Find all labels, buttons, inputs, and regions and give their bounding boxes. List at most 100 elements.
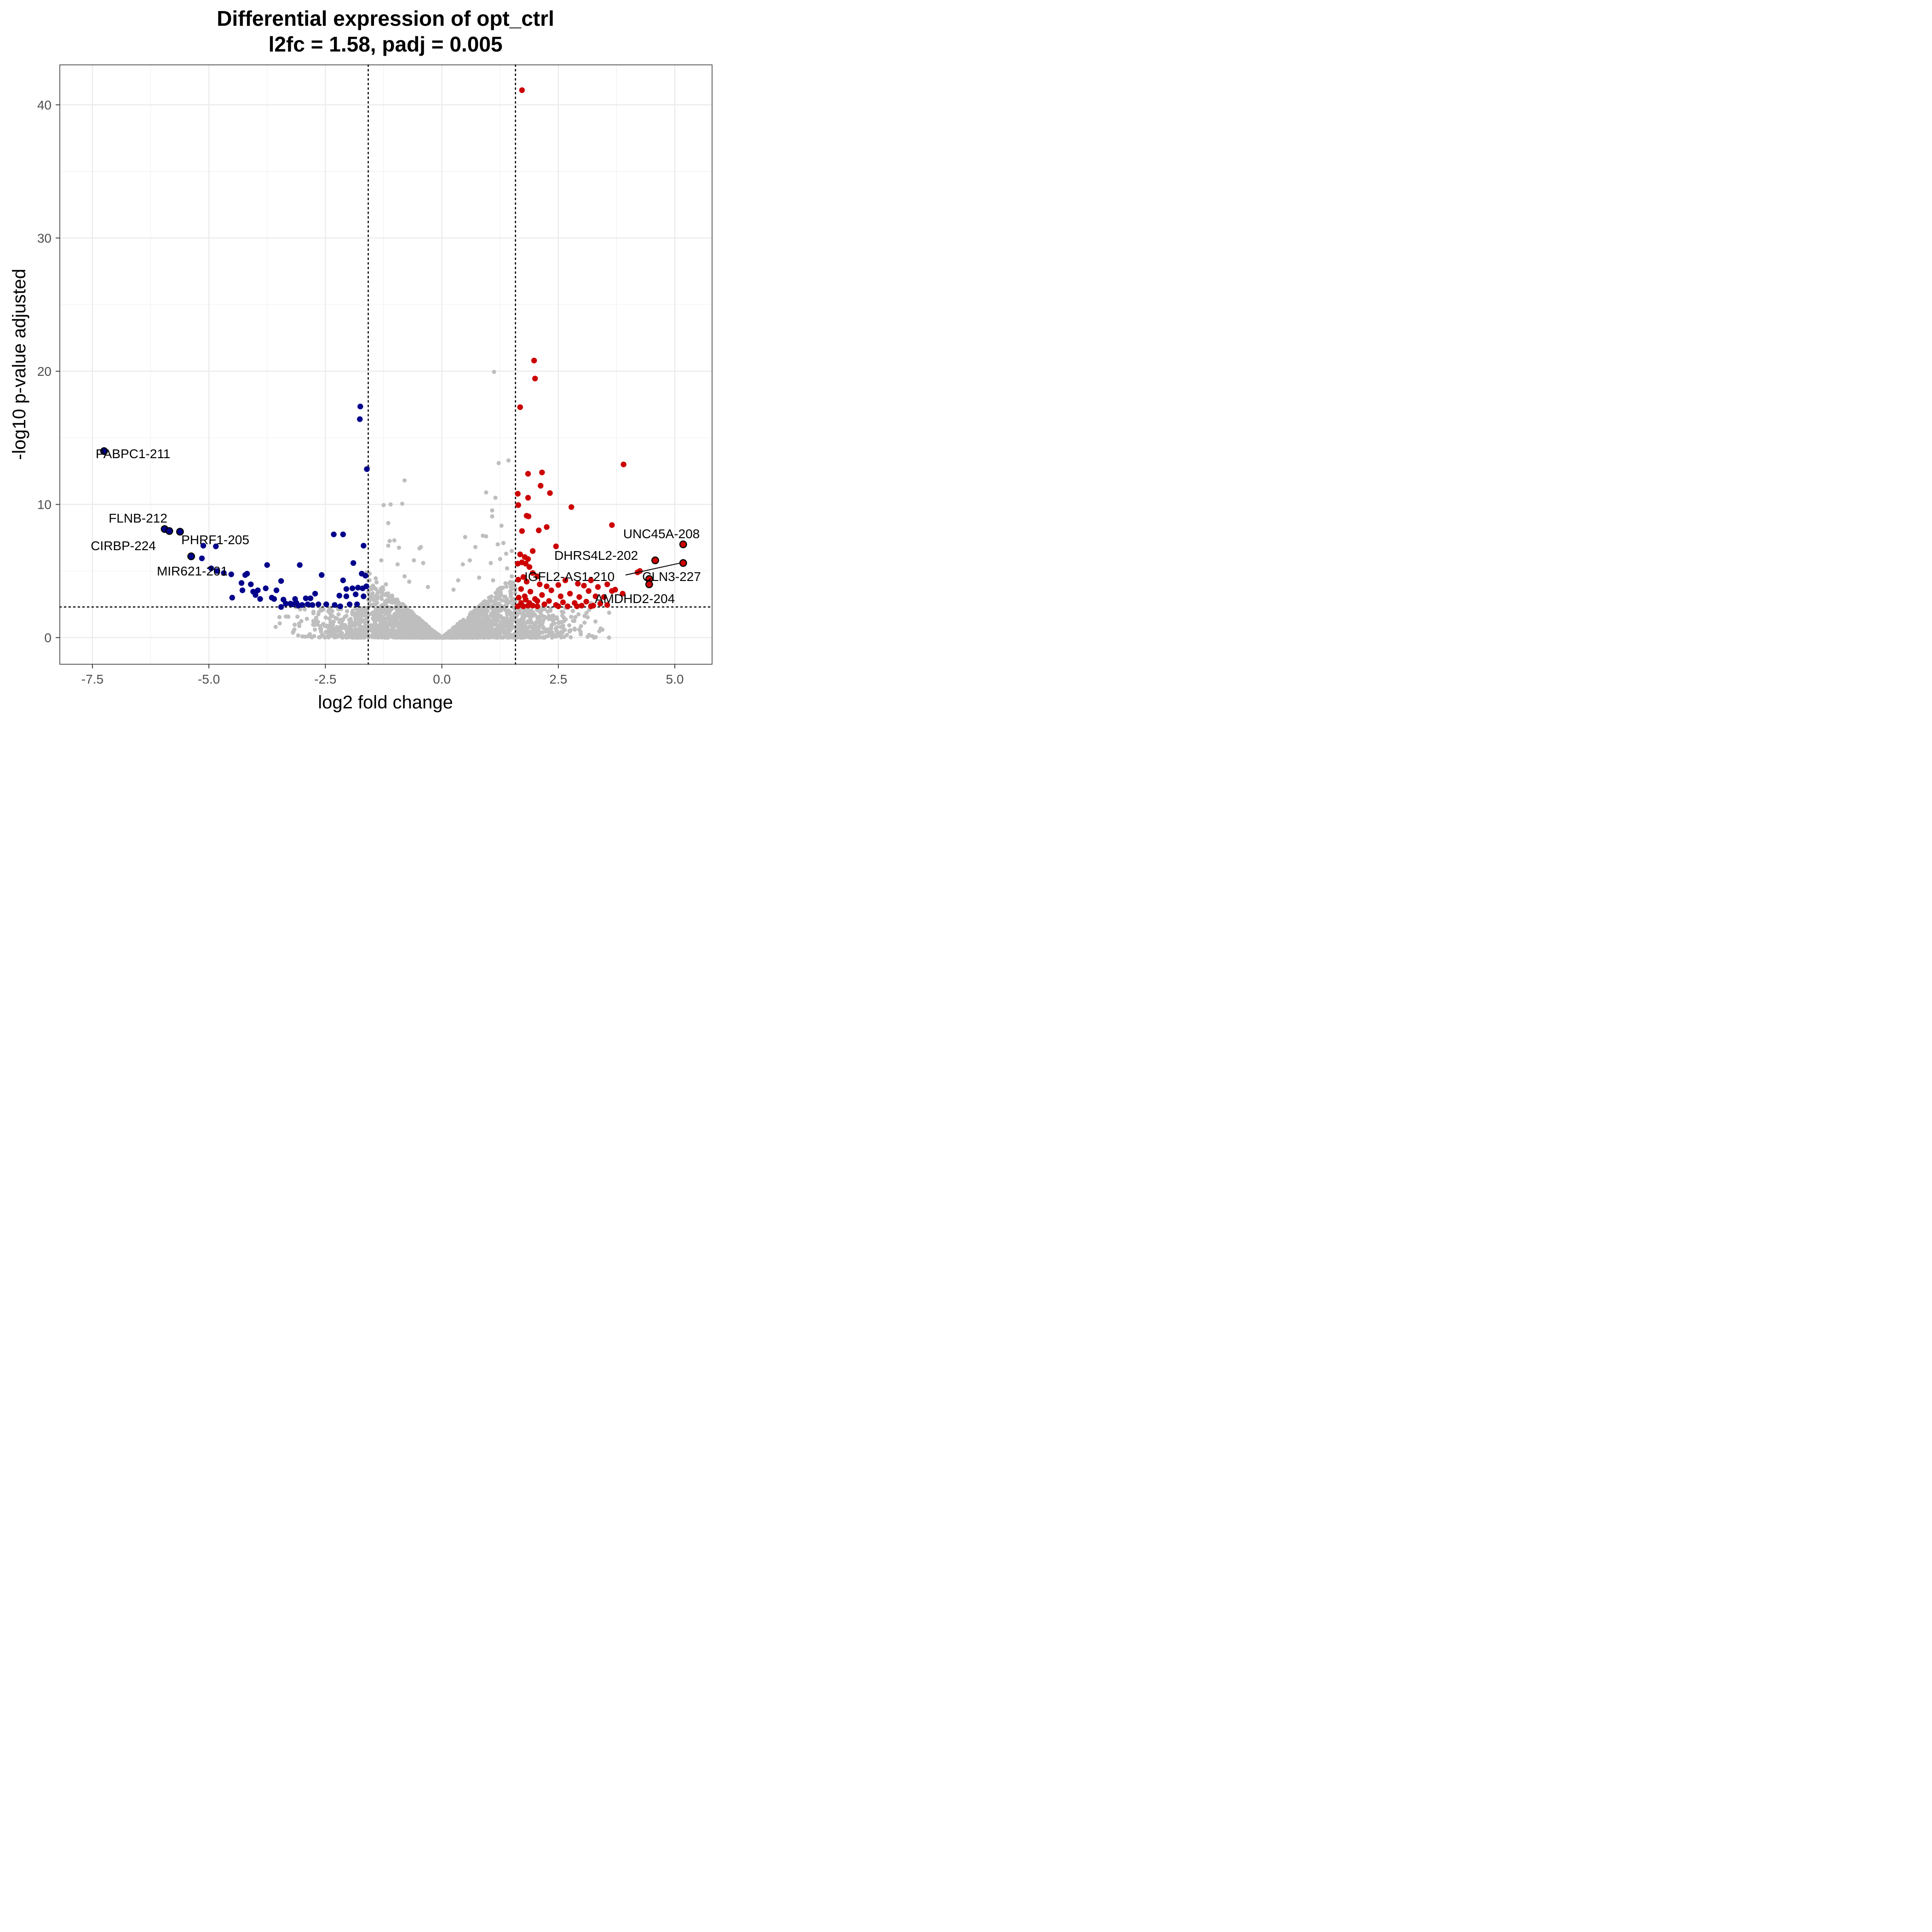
- ns-point: [517, 631, 521, 635]
- ns-point: [533, 626, 537, 630]
- up-regulated-point: [579, 603, 585, 609]
- ns-point: [358, 614, 363, 619]
- ns-point: [459, 620, 463, 625]
- ns-point: [582, 620, 587, 625]
- gene-label: PABPC1-211: [96, 447, 170, 461]
- ns-point: [350, 612, 355, 617]
- ns-point: [314, 615, 318, 620]
- ns-point: [386, 521, 391, 525]
- down-regulated-point: [305, 601, 311, 607]
- up-regulated-point: [516, 595, 522, 601]
- up-regulated-point: [515, 491, 521, 497]
- ns-point: [509, 549, 514, 553]
- down-regulated-point: [362, 573, 368, 579]
- ns-point: [494, 615, 499, 619]
- down-regulated-point: [208, 565, 214, 571]
- x-tick-label: -7.5: [81, 672, 104, 686]
- ns-point: [503, 608, 508, 613]
- ns-point: [372, 632, 377, 636]
- ns-point: [425, 630, 429, 635]
- ns-point: [502, 594, 507, 599]
- ns-point: [368, 612, 373, 616]
- up-regulated-point: [520, 574, 526, 580]
- ns-point: [578, 632, 583, 637]
- up-regulated-point: [575, 581, 581, 587]
- ns-point: [530, 610, 535, 615]
- ns-point: [537, 609, 542, 614]
- ns-point: [332, 635, 337, 639]
- ns-point: [510, 635, 515, 640]
- x-tick-label: -2.5: [314, 672, 336, 686]
- ns-point: [277, 621, 282, 626]
- up-regulated-point: [581, 582, 587, 589]
- up-regulated-point: [621, 461, 627, 467]
- ns-point: [277, 615, 282, 620]
- ns-point: [340, 618, 345, 623]
- ns-point: [417, 635, 422, 640]
- axis-ticks: -7.5 -5.0 -2.5 0.0 2.5 5.0 0 10 20 30 40: [37, 98, 684, 686]
- down-regulated-point: [283, 601, 289, 607]
- down-regulated-point: [253, 592, 259, 598]
- up-regulated-point: [529, 548, 536, 554]
- up-regulated-point: [538, 483, 544, 489]
- ns-point: [549, 627, 553, 631]
- down-regulated-point: [309, 602, 316, 608]
- ns-point: [400, 612, 405, 616]
- ns-point: [398, 623, 402, 627]
- volcano-plot: Differential expression of opt_ctrl l2fc…: [0, 0, 721, 721]
- non-significant-points: [273, 369, 611, 640]
- ns-point: [405, 632, 410, 636]
- ns-point: [531, 635, 535, 640]
- up-regulated-point: [564, 603, 571, 610]
- ns-point: [543, 615, 548, 620]
- ns-point: [375, 600, 380, 605]
- ns-point: [405, 615, 409, 619]
- ns-point: [461, 617, 466, 622]
- ns-point: [527, 624, 531, 629]
- up-regulated-point: [604, 581, 610, 587]
- up-regulated-point: [548, 587, 554, 593]
- up-regulated-point: [529, 570, 536, 576]
- up-regulated-point: [558, 593, 564, 599]
- down-regulated-point: [299, 602, 305, 608]
- ns-point: [396, 633, 401, 638]
- ns-point: [500, 585, 505, 590]
- down-regulated-point: [263, 585, 269, 592]
- ns-point: [491, 615, 496, 619]
- ns-point: [509, 612, 514, 617]
- up-regulated-point: [568, 504, 575, 510]
- ns-point: [494, 591, 499, 595]
- ns-point: [384, 617, 388, 621]
- ns-point: [363, 625, 368, 630]
- significant-points: [101, 87, 643, 610]
- ns-point: [523, 624, 527, 628]
- ns-point: [483, 615, 488, 620]
- down-regulated-point: [213, 543, 219, 549]
- up-regulated-point: [523, 561, 529, 567]
- down-regulated-point: [221, 570, 227, 576]
- ns-point: [490, 514, 494, 519]
- down-regulated-point: [228, 571, 234, 577]
- ns-point: [505, 615, 509, 621]
- ns-point: [397, 546, 401, 550]
- ns-point: [310, 635, 314, 640]
- up-regulated-point: [539, 469, 545, 476]
- x-tick-label: 5.0: [666, 672, 684, 686]
- ns-point: [374, 576, 378, 581]
- ns-point: [497, 631, 502, 635]
- ns-point: [450, 635, 455, 640]
- ns-point: [392, 538, 397, 543]
- ns-point: [356, 621, 361, 626]
- ns-point: [343, 615, 347, 619]
- ns-point: [569, 615, 574, 619]
- down-regulated-point: [319, 572, 325, 578]
- ns-point: [509, 584, 514, 588]
- ns-point: [322, 635, 327, 640]
- ns-point: [391, 635, 395, 639]
- ns-point: [472, 625, 476, 629]
- ns-point: [412, 558, 416, 563]
- ns-point: [380, 590, 384, 595]
- ns-point: [381, 503, 386, 507]
- down-regulated-point: [264, 562, 270, 568]
- up-regulated-point: [560, 599, 566, 605]
